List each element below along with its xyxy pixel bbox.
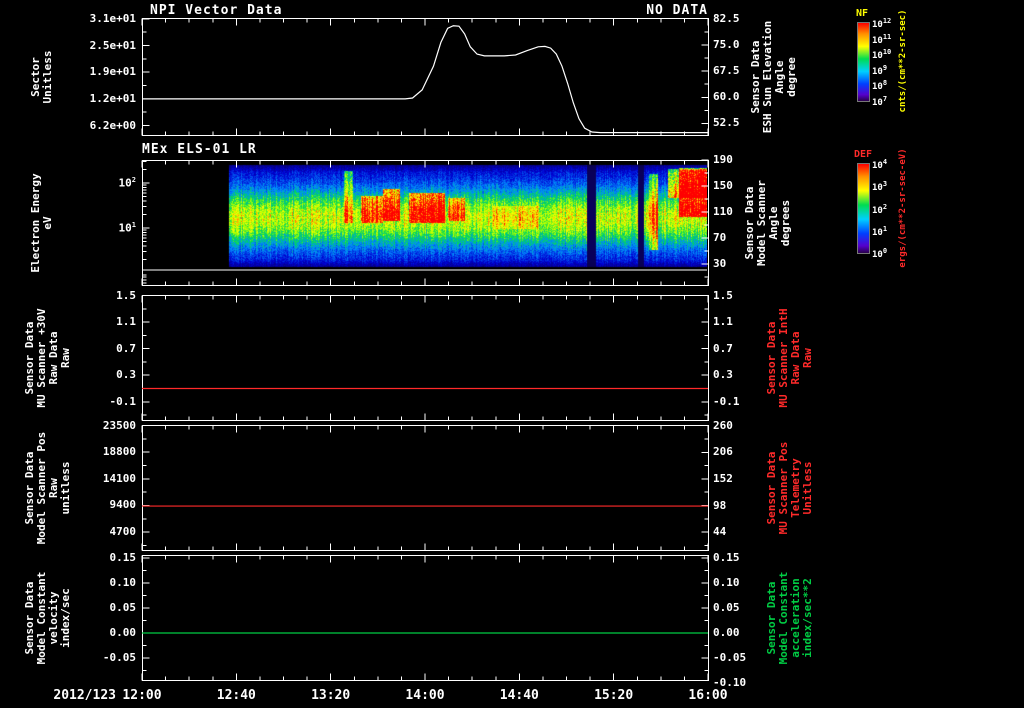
y-tick-label: 44	[713, 525, 727, 539]
y-tick-label: 190	[713, 153, 733, 166]
y-tick-label: 82.5	[713, 11, 740, 25]
colorbar-nf-title: NF	[856, 8, 869, 19]
y-tick-label: 0.10	[109, 576, 137, 589]
axis-label-right-panel2: Sensor Data Model Scanner Angle degrees	[743, 179, 792, 266]
y-tick-label: 0.10	[713, 576, 740, 589]
panel2-title: MEx ELS-01 LR	[142, 142, 257, 157]
y-tick-label: 1.2e+01	[89, 91, 136, 105]
x-tick-label: 14:00	[405, 688, 445, 703]
x-tick-label: 16:00	[688, 688, 728, 703]
colorbar-tick-label: 1010	[872, 48, 892, 62]
axis-label-right-panel5: Sensor Data Model Constant acceleration …	[765, 571, 814, 664]
y-tick-label: 110	[713, 205, 733, 219]
colorbar-tick-label: 109	[872, 63, 888, 77]
axis-label-left-panel5: Sensor Data Model Constant velocity inde…	[23, 571, 72, 664]
y-tick-label: 52.5	[713, 116, 740, 130]
y-tick-label: -0.10	[713, 676, 747, 689]
y-tick-label: -0.1	[713, 394, 740, 408]
y-tick-label: 14100	[102, 471, 136, 485]
y-tick-label: 1.5	[116, 288, 136, 302]
y-tick-label: -0.05	[102, 651, 136, 664]
y-tick-label: -0.05	[713, 651, 747, 664]
axis-label-left-panel2: Electron Energy eV	[29, 172, 54, 273]
y-tick-label: 0.3	[116, 368, 136, 382]
x-tick-label: 15:20	[594, 688, 634, 703]
y-tick-label: 1.9e+01	[89, 65, 136, 79]
y-tick-label: 18800	[102, 445, 136, 459]
y-tick-label: 0.15	[109, 551, 137, 564]
x-tick-label: 12:40	[216, 688, 256, 703]
els-spectrogram-image	[143, 161, 707, 284]
colorbar-tick-label: 100	[872, 247, 888, 260]
colorbar-tick-label: 102	[872, 202, 888, 216]
colorbar-def	[857, 163, 870, 254]
y-tick-label: 0.05	[109, 601, 137, 614]
y-tick-label: 0.00	[109, 626, 137, 639]
y-tick-label: 70	[713, 231, 727, 245]
x-tick-label: 13:20	[311, 688, 351, 703]
colorbar-tick-label: 101	[872, 224, 888, 238]
colorbar-tick-label: 1012	[872, 17, 892, 30]
colorbar-tick-label: 103	[872, 180, 888, 194]
axis-label-left-panel1: Sector Unitless	[29, 50, 54, 103]
x-axis-date-label: 2012/123	[53, 688, 116, 703]
y-tick-label: 102	[118, 175, 136, 190]
y-tick-label: 60.0	[713, 90, 740, 104]
no-data-annotation: NO DATA	[646, 3, 708, 18]
y-tick-label: 2.5e+01	[89, 38, 136, 52]
y-tick-label: 150	[713, 179, 733, 193]
y-tick-label: 1.5	[713, 288, 733, 302]
colorbar-tick-label: 107	[872, 95, 888, 108]
panel1-title: NPI Vector Data	[150, 3, 283, 18]
y-tick-label: 0.7	[116, 341, 136, 355]
colorbar-tick-label: 104	[872, 158, 888, 171]
y-tick-label: 1.1	[713, 315, 733, 329]
y-tick-label: 0.00	[713, 626, 740, 639]
axis-label-right-panel4: Sensor Data MU Scanner Pos Telemetry Uni…	[765, 441, 814, 534]
y-tick-label: 152	[713, 471, 733, 485]
y-tick-label: 0.15	[713, 551, 740, 564]
colorbar-def-title: DEF	[854, 149, 873, 160]
y-tick-label: 4700	[109, 525, 137, 539]
axis-label-left-panel4: Sensor Data Model Scanner Pos Raw unitle…	[23, 431, 72, 544]
y-tick-label: 0.7	[713, 341, 733, 355]
y-tick-label: 75.0	[713, 37, 740, 51]
axis-label-right-panel3: Sensor Data MU Scanner IntH Raw Data Raw	[765, 307, 814, 408]
axis-label-right-panel1: Sensor Data ESH Sun Elevation Angle degr…	[749, 20, 798, 133]
x-tick-label: 12:00	[122, 688, 162, 703]
colorbar-nf	[857, 22, 870, 102]
colorbar-tick-label: 108	[872, 79, 888, 93]
y-tick-label: 67.5	[713, 64, 740, 78]
y-tick-label: 23500	[102, 418, 136, 432]
y-tick-label: 1.1	[116, 315, 136, 329]
y-tick-label: -0.1	[109, 394, 137, 408]
y-tick-label: 0.05	[713, 601, 740, 614]
y-tick-label: 206	[713, 445, 733, 459]
y-tick-label: 3.1e+01	[89, 11, 136, 25]
y-tick-label: 260	[713, 418, 733, 432]
y-tick-label: 0.3	[713, 368, 733, 382]
y-tick-label: 6.2e+00	[89, 118, 136, 132]
x-tick-label: 14:40	[499, 688, 539, 703]
colorbar-tick-label: 1011	[872, 32, 892, 46]
y-tick-label: 30	[713, 257, 727, 271]
y-tick-label: 98	[713, 498, 727, 512]
y-tick-label: 101	[118, 220, 136, 235]
axis-label-left-panel3: Sensor Data MU Scanner +30V Raw Data Raw	[23, 307, 72, 408]
y-tick-label: 9400	[109, 498, 137, 512]
